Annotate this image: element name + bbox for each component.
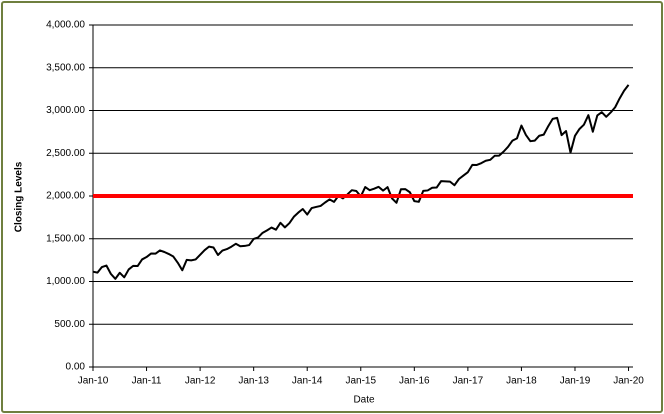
x-tick-label: Jan-14 (292, 376, 323, 387)
y-tick-label: 3,000.00 (46, 105, 85, 116)
y-tick-label: 3,500.00 (46, 62, 85, 73)
y-tick-label: 2,000.00 (46, 191, 85, 202)
x-tick-label: Jan-19 (560, 376, 591, 387)
y-tick-label: 1,000.00 (46, 276, 85, 287)
x-tick-label: Jan-13 (238, 376, 269, 387)
x-tick-label: Jan-12 (185, 376, 216, 387)
y-tick-label: 4,000.00 (46, 20, 85, 31)
y-axis-label: Closing Levels (14, 161, 25, 232)
x-tick-label: Jan-10 (78, 376, 109, 387)
x-tick-label: Jan-11 (132, 376, 162, 387)
price-line (92, 84, 630, 280)
x-tick-label: Jan-16 (399, 376, 430, 387)
x-tick-label: Jan-18 (506, 376, 537, 387)
y-tick-label: 2,500.00 (46, 148, 85, 159)
y-tick-label: 1,500.00 (46, 233, 85, 244)
y-tick-label: 500.00 (54, 319, 85, 330)
x-tick-label: Jan-17 (453, 376, 484, 387)
x-tick-label: Jan-20 (613, 376, 644, 387)
x-tick-label: Jan-15 (345, 376, 376, 387)
y-tick-label: 0.00 (66, 362, 86, 373)
x-axis-label: Date (353, 395, 375, 406)
chart: Date Closing Levels 0.00 500.00 1,000.00 1,… (14, 20, 645, 406)
